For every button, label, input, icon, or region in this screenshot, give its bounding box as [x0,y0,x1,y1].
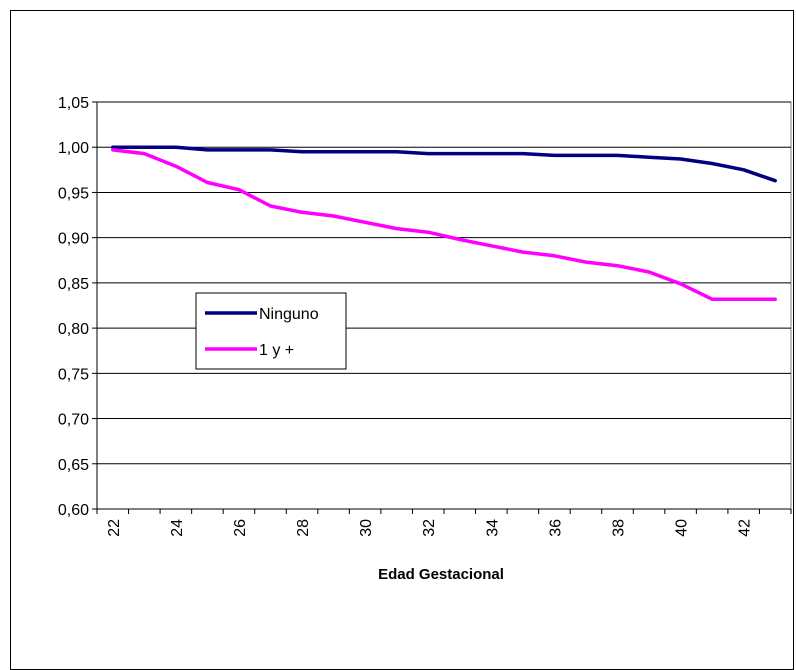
x-tick-label: 32 [421,519,438,537]
y-tick-label: 0,85 [58,276,89,293]
y-tick-label: 0,80 [58,321,89,338]
y-tick-label: 0,90 [58,231,89,248]
x-tick-label: 30 [358,519,375,537]
legend-label: 1 y + [259,342,294,359]
x-axis-title: Edad Gestacional [378,566,504,583]
x-tick-label: 42 [737,519,754,537]
y-tick-label: 0,65 [58,457,89,474]
y-tick-label: 1,05 [58,95,89,112]
x-tick-label: 34 [484,519,501,537]
x-tick-label: 26 [232,519,249,537]
x-axis: 22 24 26 28 30 32 34 36 38 40 42 [96,508,792,537]
y-tick-label: 0,70 [58,412,89,429]
series-line-2 [111,148,777,301]
y-tick-label: 0,95 [58,185,89,202]
x-tick-label: 28 [295,519,312,537]
legend-box [195,292,347,370]
y-tick-label: 0,60 [58,502,89,519]
y-tick-label: 1,00 [58,140,89,157]
y-axis: 0,60 0,65 0,70 0,75 0,80 0,85 0,90 0,95 1,00 1,05 [58,95,98,519]
line-chart: 0,60 0,65 0,70 0,75 0,80 0,85 0,90 0,95 1,00 1,05… [58,95,792,583]
x-tick-label: 38 [611,519,628,537]
series-line-1 [111,145,777,183]
x-tick-label: 24 [169,519,186,537]
x-tick-label: 22 [106,519,123,537]
x-tick-label: 40 [674,519,691,537]
legend-label: Ninguno [259,306,319,323]
legend: Ninguno 1 y + [195,292,347,370]
y-tick-label: 0,75 [58,366,89,383]
x-tick-label: 36 [547,519,564,537]
series-lines [111,145,777,301]
